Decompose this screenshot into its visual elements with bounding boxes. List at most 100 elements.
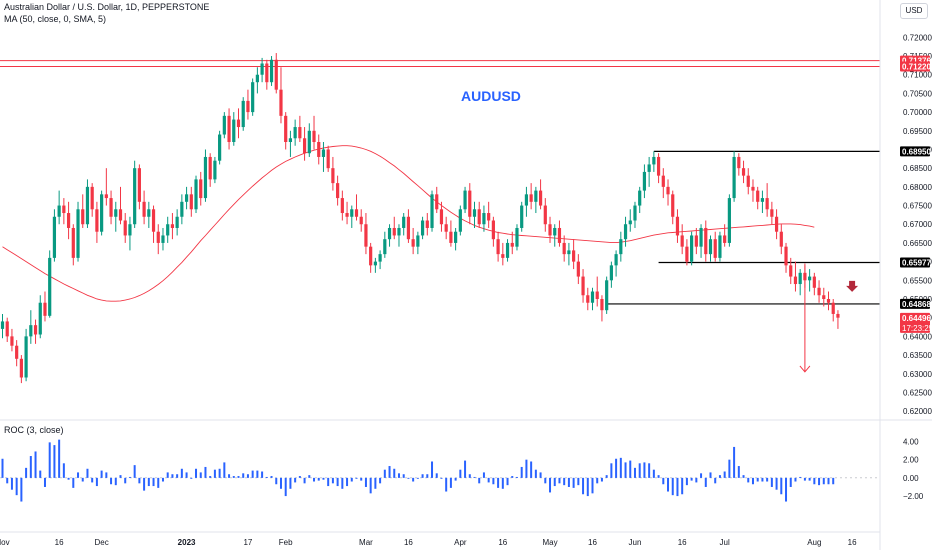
roc-bar [629,460,632,478]
time-tick-label: 2023 [178,538,196,547]
candle-body [609,265,613,281]
candle-body [175,216,179,228]
candle [708,235,713,262]
candle-body [203,156,208,199]
candle [699,224,703,258]
roc-bar [756,477,759,482]
roc-bar [539,472,542,478]
roc-bar [803,477,806,481]
roc-bar [25,467,28,478]
candle [284,112,288,150]
roc-bar [440,477,443,479]
candle-body [156,231,160,243]
candle [812,272,816,296]
roc-bar [492,477,495,485]
candle-body [151,209,156,232]
candle [364,213,368,255]
price-tick-label: 0.70000 [903,108,932,117]
roc-bar [577,477,580,486]
candle-body [213,160,217,180]
roc-bar [110,477,113,485]
candle-body [416,235,420,247]
candle [33,319,38,344]
candle [321,142,326,172]
roc-bar [72,477,75,488]
candle [373,257,377,273]
roc-bar [572,477,575,488]
candle-body [288,138,293,143]
roc-bar [100,470,103,478]
roc-bar [733,446,736,478]
candle-body [826,298,831,303]
roc-bar [624,462,627,478]
candle [680,224,684,255]
currency-button[interactable]: USD [900,3,928,19]
candle-body [222,115,226,135]
candle [449,220,453,247]
roc-bar [775,477,778,490]
roc-bar [822,477,825,485]
roc-bar [638,463,641,478]
roc-bar [185,472,188,478]
candle-body [118,209,123,221]
candle-body [671,194,675,217]
time-tick-label: Aug [807,538,821,547]
candle-body [373,261,377,266]
candle-body [751,186,755,191]
candle [317,134,321,165]
price-label-box [900,61,930,72]
candle [114,201,118,232]
roc-bar [270,476,273,478]
candle-body [387,227,392,240]
roc-bar [265,476,268,478]
roc-bar [176,474,179,478]
candle-body [128,224,132,236]
candle-body [562,242,566,255]
candle [727,194,731,247]
candle-body [817,287,821,296]
roc-bar [161,477,164,482]
roc-bar [586,477,589,497]
candle [293,119,297,146]
roc-bar [180,468,183,478]
roc-tick-label: 0.00 [903,474,919,483]
down-arrow-icon [846,280,859,292]
candle-body [420,220,425,236]
roc-bar [718,475,721,478]
candle [723,224,727,247]
candle [543,198,547,232]
roc-bar [313,477,316,482]
roc-bar [77,472,80,478]
roc-bar [388,466,391,478]
price-tick-label: 0.68500 [903,164,932,173]
candle [203,149,208,202]
candle-body [727,198,731,243]
candle-body [218,134,222,161]
candle-body [24,336,28,378]
candle [255,67,259,94]
candle-body [534,190,538,202]
candle [326,145,330,172]
roc-bar [124,477,127,484]
candle-body [66,213,71,228]
candle-body [553,227,557,236]
roc-bar [298,476,301,478]
roc-bar [218,468,221,478]
roc-bar [336,477,339,487]
roc-bar [29,456,32,478]
candle-body [100,194,104,232]
candle-body [279,89,283,116]
candle-body [723,235,727,243]
candle [718,231,722,262]
candle [694,227,698,255]
roc-bar [15,477,18,496]
candle [128,216,132,251]
candle-body [628,220,632,225]
candle [302,127,307,161]
candle-body [619,239,623,255]
roc-bar [676,477,679,497]
candle [166,216,170,243]
roc-bar [20,477,23,502]
